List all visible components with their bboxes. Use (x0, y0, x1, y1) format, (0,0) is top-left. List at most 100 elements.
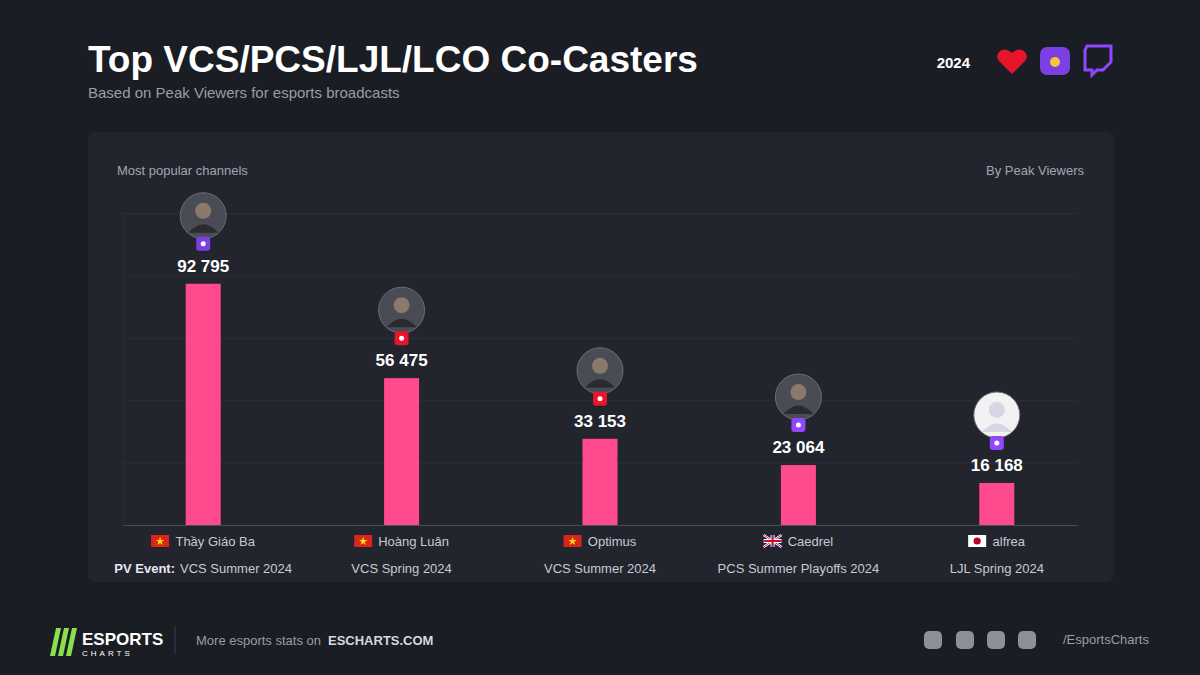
flag-cross-red (764, 535, 782, 547)
social-icon (987, 631, 1005, 649)
event-label: VCS Summer 2024 (544, 561, 656, 576)
flag-field (354, 535, 372, 547)
icon-purple-dot (1050, 57, 1060, 67)
panel-heading: Most popular channels (117, 163, 248, 178)
logo-bottom: CHARTS (82, 649, 133, 658)
avatar-head (195, 203, 211, 219)
x-tick: alfrea (968, 534, 1026, 549)
x-tick: Optimus (564, 534, 637, 549)
avatar-body (585, 379, 615, 388)
avatar-ring (775, 374, 821, 420)
avatar (577, 348, 623, 406)
platform-badge-dot (796, 423, 801, 428)
y-tick (123, 213, 1077, 214)
platform-badge (196, 237, 210, 251)
event-label: VCS Spring 2024 (351, 561, 451, 576)
bar (384, 378, 419, 525)
flag (764, 535, 782, 547)
event-label: PCS Summer Playoffs 2024 (718, 561, 880, 576)
flag (354, 535, 372, 547)
flag (151, 535, 169, 547)
flag-diag (764, 535, 782, 547)
icon-twitch (1085, 46, 1111, 75)
avatar-head (989, 402, 1005, 418)
grid-line (123, 525, 1077, 526)
avatar (379, 287, 425, 345)
events: PV Event: VCS Summer 2024 VCS Spring 2024 V… (114, 561, 1044, 576)
annotations: 92 795 56 475 33 153 23 064 16 168 (177, 193, 1023, 475)
x-tick-label: Thầy Giáo Ba (175, 534, 255, 549)
event-prefix: PV Event: (114, 561, 175, 576)
data-label: 33 153 (574, 412, 626, 431)
platform-badge (791, 418, 805, 432)
data-label: 16 168 (971, 456, 1023, 475)
logo-mark (66, 628, 77, 656)
social-icon (1018, 631, 1036, 649)
avatar-head (790, 384, 806, 400)
flag (564, 535, 582, 547)
x-tick-label: Hoàng Luân (378, 534, 449, 549)
flag-sun (974, 537, 981, 544)
footer-handle: /EsportsCharts (1063, 632, 1149, 647)
x-tick: Thầy Giáo Ba (151, 534, 256, 549)
x-tick-label: Caedrel (788, 534, 834, 549)
x-tick: Hoàng Luân (354, 534, 449, 549)
data-label: 92 795 (177, 257, 229, 276)
y-axis (123, 214, 1077, 526)
bar (979, 483, 1014, 525)
platform-badge (593, 392, 607, 406)
flag-field (151, 535, 169, 547)
bar (583, 439, 618, 525)
bar (186, 284, 221, 525)
logo-top: ESPORTS (82, 630, 163, 649)
y-tick (123, 275, 1077, 276)
platform-badge-dot (201, 241, 206, 246)
footer-note: More esports stats on (196, 633, 321, 648)
flag-diag-red (764, 535, 782, 547)
avatar-body (188, 224, 218, 233)
avatar-ring (577, 348, 623, 394)
panel-sort-note: By Peak Viewers (986, 163, 1085, 178)
avatar-ring (379, 287, 425, 333)
data-label: 23 064 (772, 438, 825, 457)
x-axis-line (124, 525, 1078, 526)
chart-svg: Top VCS/PCS/LJL/LCO Co-CastersBased on P… (0, 0, 1200, 675)
flag-star (568, 537, 576, 545)
icon-purple (1040, 47, 1070, 75)
flag-cross (764, 535, 782, 547)
title: Top VCS/PCS/LJL/LCO Co-Casters (88, 39, 698, 80)
avatar-ring (180, 193, 226, 239)
footer: ESPORTSCHARTS More esports stats on ESCHAR… (50, 626, 1149, 658)
y-tick (123, 525, 1077, 526)
footer-divider (175, 626, 176, 654)
footer-link: ESCHARTS.COM (328, 633, 433, 648)
footer-text: More esports stats on ESCHARTS.COM (196, 633, 433, 648)
icon-heart (997, 49, 1027, 74)
platform-badge-dot (399, 336, 404, 341)
avatar (974, 392, 1020, 450)
flag (968, 535, 986, 547)
flag-field (968, 535, 986, 547)
avatar-body (982, 423, 1012, 432)
y-axis-line (123, 214, 124, 526)
event-label: PV Event: VCS Summer 2024 (114, 561, 292, 576)
event-name: VCS Summer 2024 (180, 561, 292, 576)
platform-icons (997, 46, 1111, 75)
platform-badge (395, 331, 409, 345)
flag-field (564, 535, 582, 547)
flag-field (764, 535, 782, 547)
event-label: LJL Spring 2024 (950, 561, 1044, 576)
grid-line (123, 338, 1077, 339)
flag-star (156, 537, 164, 545)
avatar-body (783, 406, 813, 415)
avatar-body (387, 319, 417, 328)
background (0, 0, 1200, 675)
x-tick: Caedrel (764, 534, 834, 549)
data-label: 56 475 (376, 351, 428, 370)
bars (186, 284, 1015, 525)
x-axis: Thầy Giáo Ba Hoàng Luân Optimus Caedrel alfr… (124, 526, 1078, 550)
avatar (775, 374, 821, 432)
platform-badge (990, 436, 1004, 450)
flag-star (359, 537, 367, 545)
platform-badge-dot (598, 396, 603, 401)
